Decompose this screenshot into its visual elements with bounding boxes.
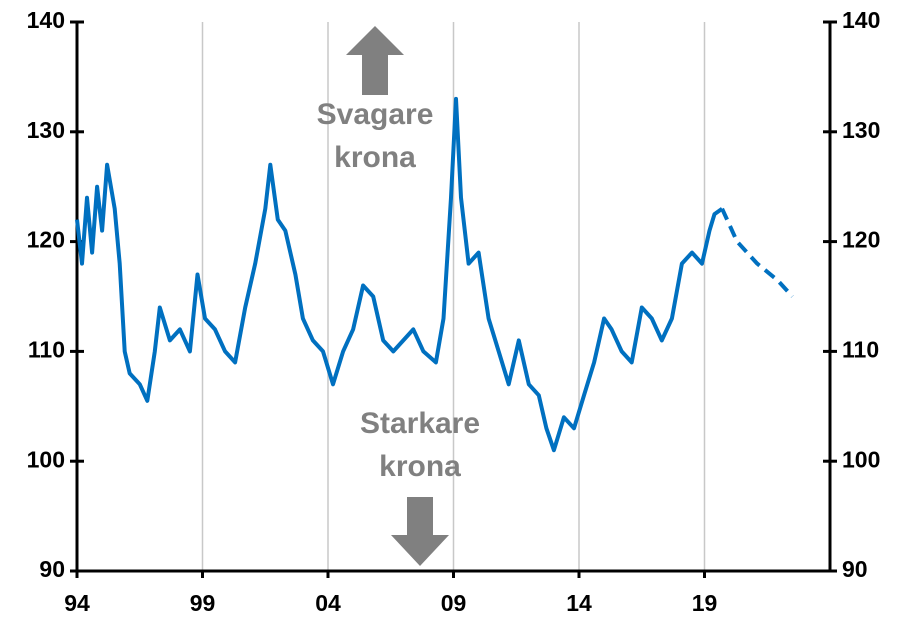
x-tick-label: 14: [566, 590, 592, 616]
y-tick-label: 130: [27, 117, 65, 143]
x-tick-label: 94: [64, 590, 90, 616]
y-tick-label: 120: [27, 227, 65, 253]
x-tick-label: 19: [692, 590, 718, 616]
annotation: Svagare: [317, 98, 434, 131]
x-tick-label: 04: [315, 590, 341, 616]
y2-tick-label: 130: [842, 117, 880, 143]
y-tick-label: 90: [39, 556, 65, 582]
y2-tick-label: 140: [842, 7, 880, 33]
arrow-down: [391, 497, 449, 566]
y2-tick-label: 100: [842, 446, 880, 472]
annotation: Starkare: [360, 407, 480, 440]
x-tick-label: 09: [441, 590, 467, 616]
y-tick-label: 100: [27, 446, 65, 472]
annotation: krona: [334, 141, 416, 174]
y2-tick-label: 110: [842, 336, 879, 362]
y-tick-label: 140: [27, 7, 65, 33]
x-tick-label: 99: [190, 590, 216, 616]
y2-tick-label: 120: [842, 227, 880, 253]
y2-tick-label: 90: [842, 556, 868, 582]
series-line: [720, 207, 794, 298]
y-tick-label: 110: [28, 336, 65, 362]
arrow-up: [346, 26, 404, 95]
series-line: [75, 96, 724, 453]
annotation: krona: [379, 450, 461, 483]
